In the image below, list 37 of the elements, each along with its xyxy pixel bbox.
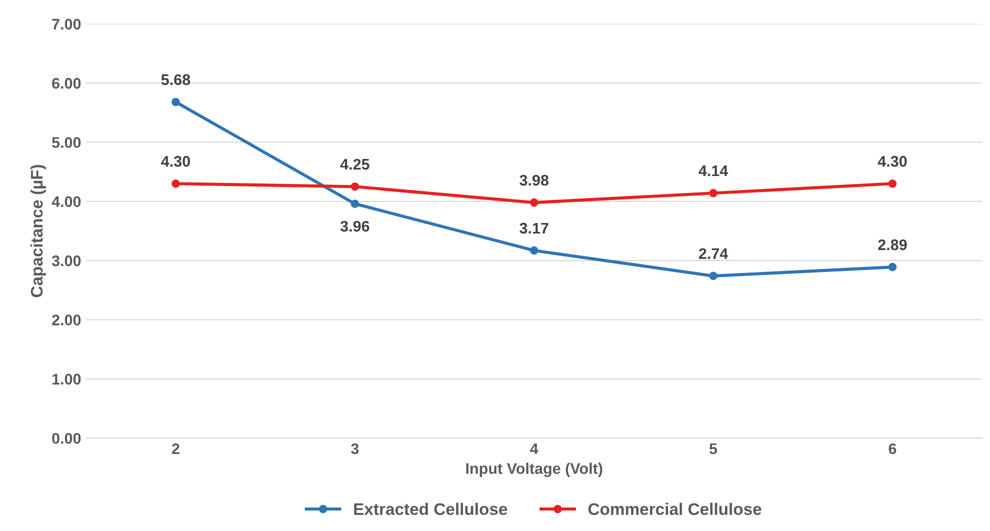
data-label: 3.96 — [340, 220, 370, 232]
point — [530, 198, 538, 207]
point — [172, 179, 180, 188]
data-label: 3.98 — [520, 174, 549, 186]
data-label: 4.14 — [698, 166, 728, 176]
point — [350, 182, 360, 191]
data-label: 5.68 — [161, 74, 190, 86]
y-tick-label: 0.00 — [52, 432, 81, 444]
x-tick-label: 4 — [530, 443, 538, 454]
x-tick-label: 5 — [710, 443, 718, 454]
y-tick-label: 6.00 — [52, 78, 81, 89]
data-label: 2.74 — [698, 248, 728, 259]
legend-label: Extracted Cellulose — [354, 502, 508, 516]
legend-label: Commercial Cellulose — [588, 502, 762, 516]
data-label: 4.30 — [878, 156, 907, 167]
y-tick-label: 5.00 — [52, 137, 81, 148]
y-tick-label: 7.00 — [52, 18, 81, 30]
point — [709, 272, 718, 280]
point — [709, 188, 718, 198]
y-tick-label: 4.00 — [52, 196, 81, 208]
y-tick-label: 2.00 — [52, 314, 81, 326]
data-label: 3.17 — [520, 222, 548, 234]
y-tick-label: 1.00 — [52, 374, 81, 385]
x-tick-label: 2 — [172, 443, 180, 454]
point — [530, 246, 538, 255]
data-label: 4.30 — [161, 156, 190, 167]
point — [350, 200, 360, 208]
y-tick-label: 3.00 — [52, 255, 81, 266]
point — [888, 179, 897, 188]
y-axis-title: Capacitance (µF) — [30, 164, 46, 298]
point — [888, 262, 897, 272]
x-tick-label: 6 — [888, 443, 896, 454]
data-label: 4.25 — [340, 158, 370, 170]
data-label: 2.89 — [878, 239, 907, 250]
point — [172, 98, 180, 106]
x-tick-label: 3 — [351, 443, 359, 454]
x-axis-title: Input Voltage (Volt) — [466, 462, 602, 478]
